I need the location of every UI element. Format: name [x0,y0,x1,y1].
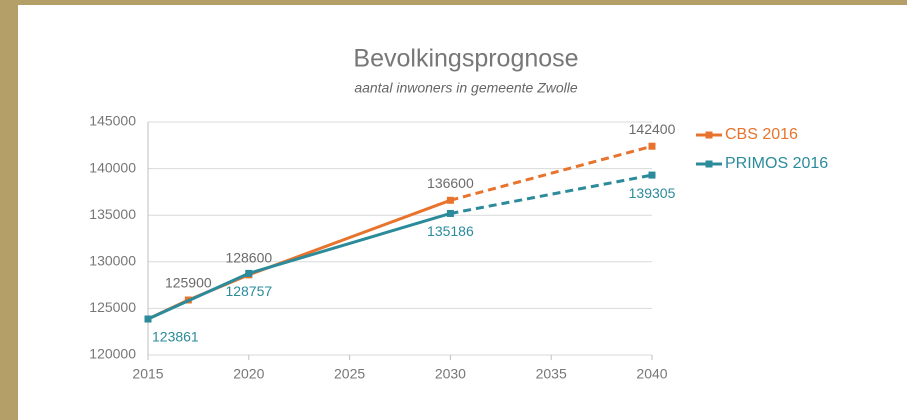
x-tick-label: 2030 [435,366,466,382]
x-tick-label: 2035 [536,366,567,382]
y-tick-label: 130000 [89,253,136,269]
series-line [248,212,451,275]
y-tick-label: 125000 [89,299,136,315]
marker [648,142,656,150]
chart-title: Bevolkingsprognose [353,45,578,73]
legend-label: PRIMOS 2016 [725,155,828,172]
marker [446,209,454,217]
data-label: 136600 [427,175,474,191]
data-label: 128600 [225,250,272,266]
data-label: 128757 [225,283,272,299]
x-tick-label: 2025 [334,366,365,382]
series-line [450,144,653,202]
x-tick-label: 2020 [233,366,264,382]
legend-marker [705,160,713,168]
data-label: 123861 [152,329,199,345]
marker [144,315,152,323]
chart-subtitle: aantal inwoners in gemeente Zwolle [354,80,578,96]
marker [648,171,656,179]
series-line [450,173,653,215]
x-tick-label: 2040 [636,366,667,382]
series-line [147,272,250,321]
y-tick-label: 140000 [89,159,136,175]
chart-panel: Bevolkingsprognose aantal inwoners in ge… [18,5,907,420]
legend-marker [705,131,713,139]
marker [446,196,454,204]
y-tick-label: 145000 [89,113,136,129]
data-label: 125900 [165,275,212,291]
data-label: 142400 [629,121,676,137]
data-label: 135186 [427,223,474,239]
x-tick-label: 2015 [132,366,163,382]
legend-label: CBS 2016 [725,126,798,143]
y-tick-label: 120000 [89,346,136,362]
marker [245,269,253,277]
data-label: 139305 [629,185,676,201]
chart: Bevolkingsprognose aantal inwoners in ge… [89,45,828,382]
y-tick-label: 135000 [89,206,136,222]
